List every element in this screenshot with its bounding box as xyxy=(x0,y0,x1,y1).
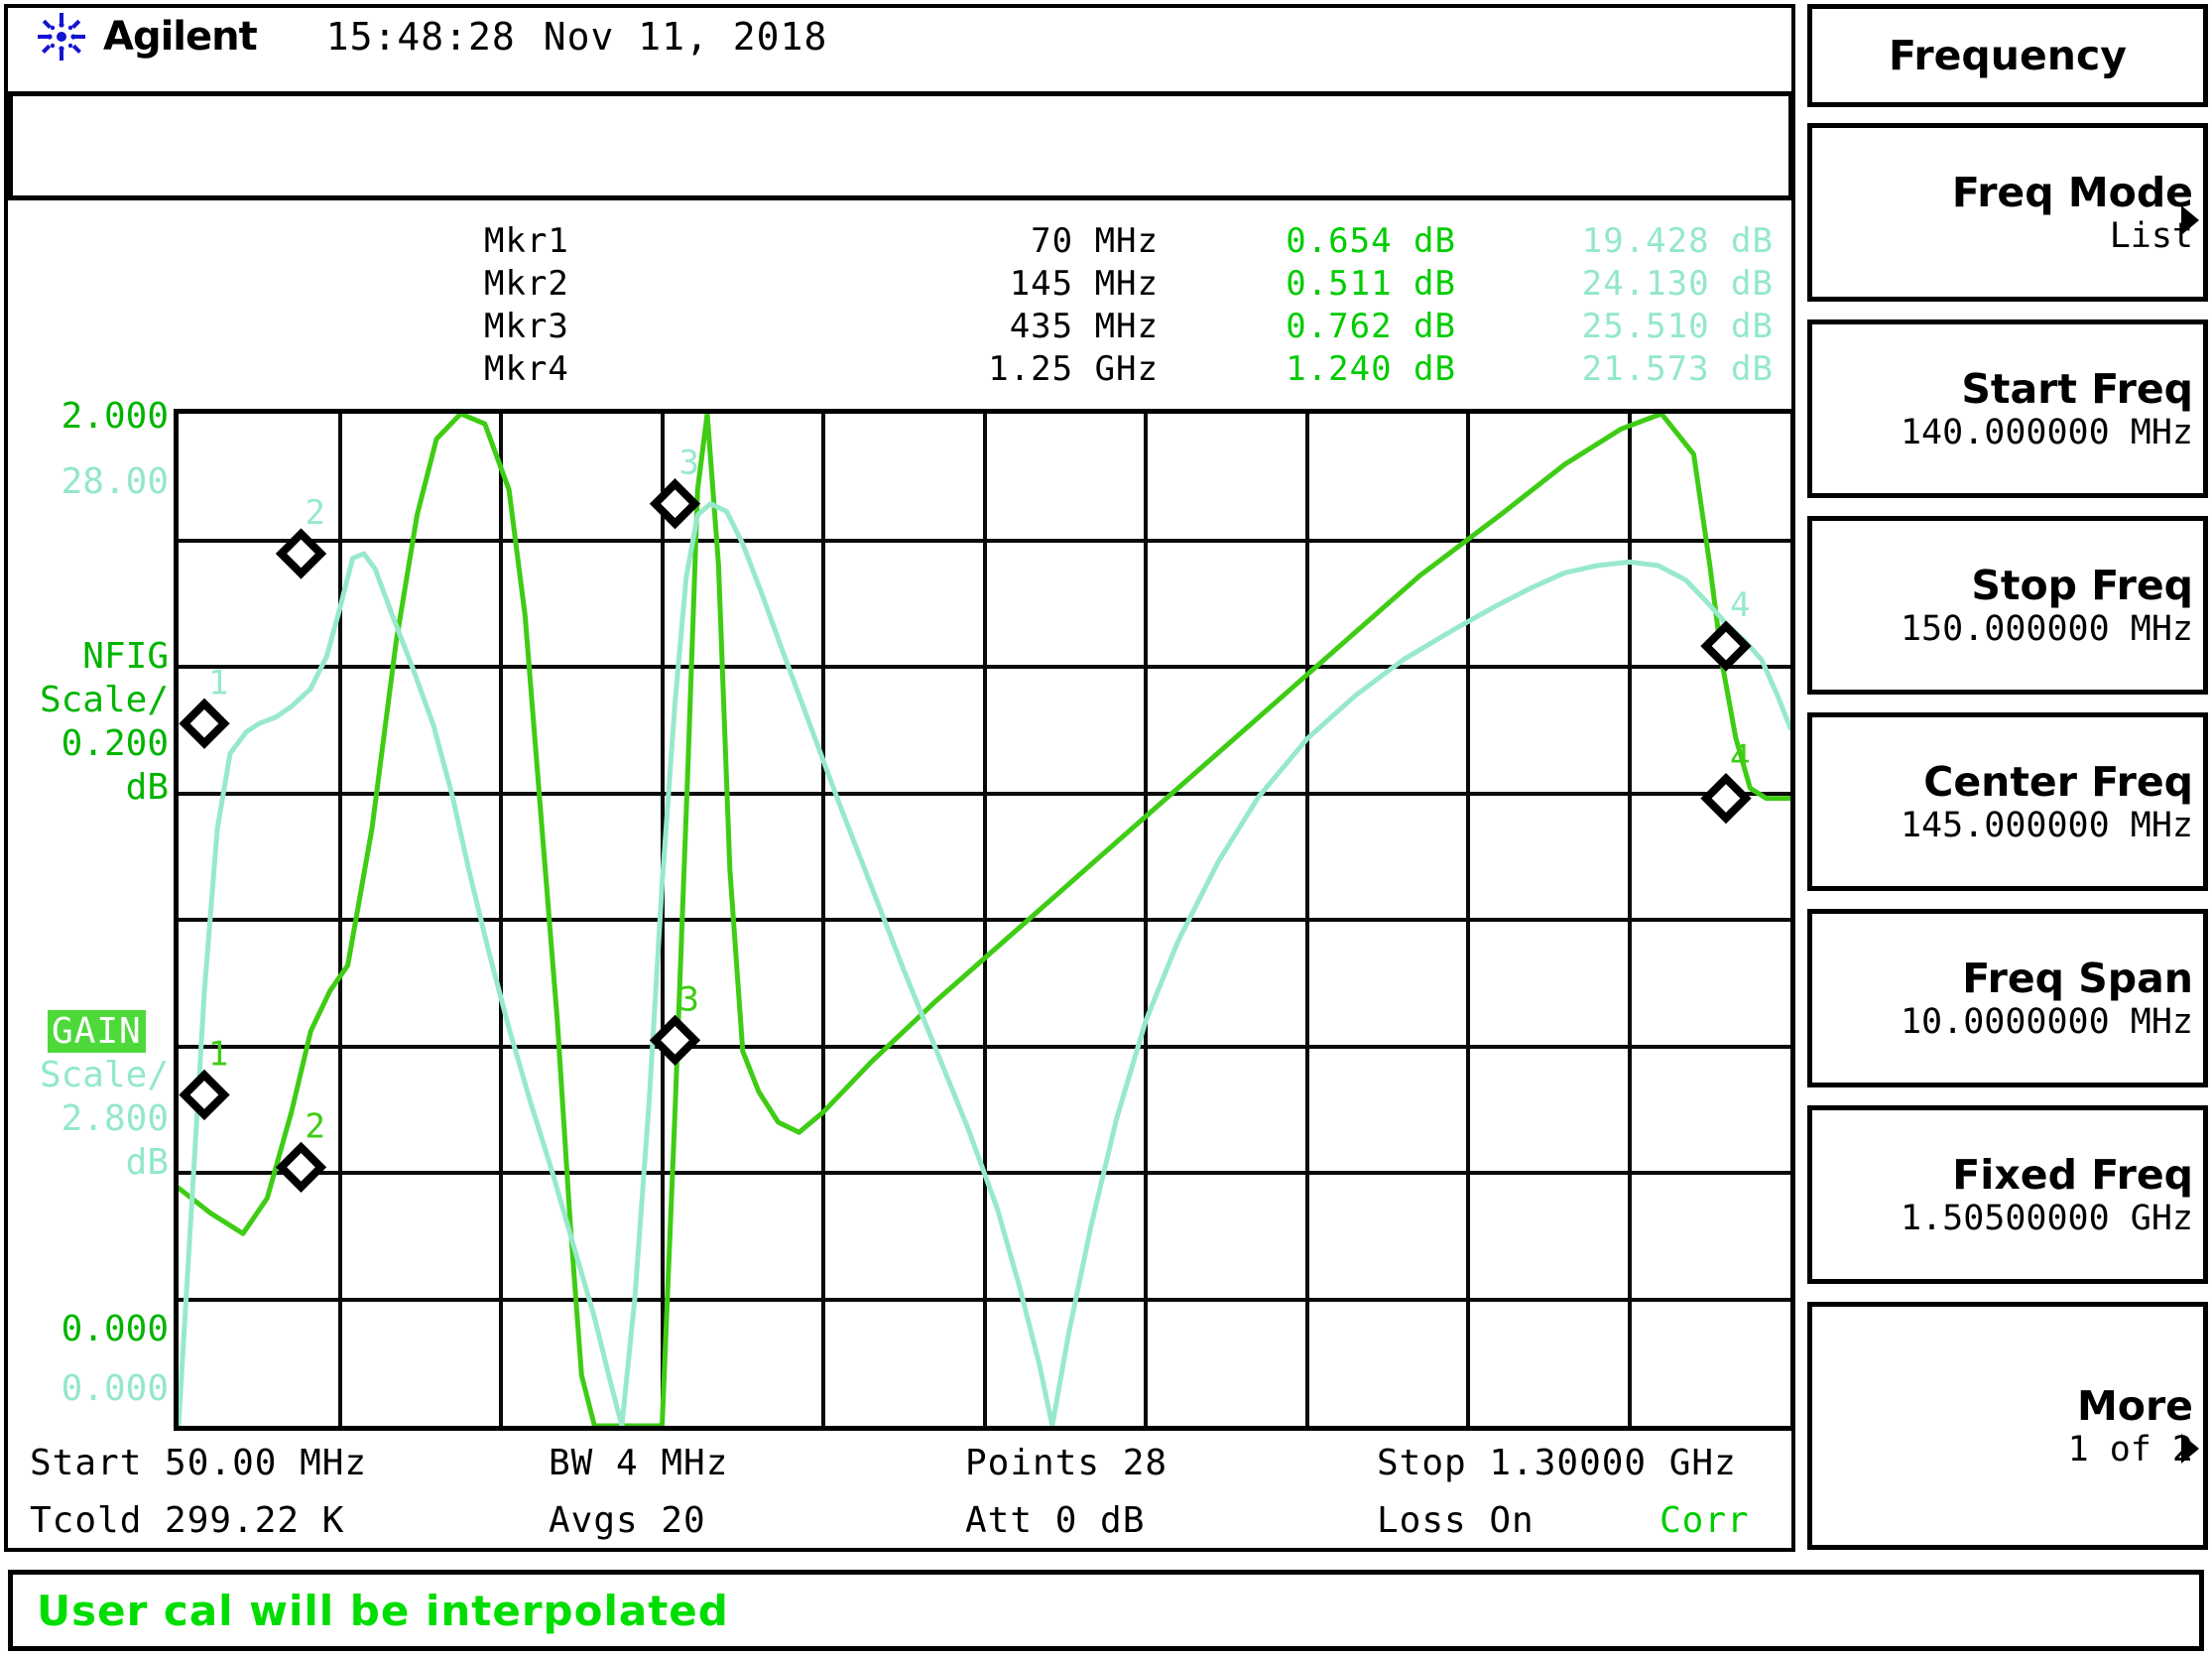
marker-name: Mkr1 xyxy=(484,221,569,261)
marker-label-gain-3: 3 xyxy=(679,444,699,483)
nf-scale-value: 0.200 xyxy=(61,723,169,764)
date-label: Nov 11, 2018 xyxy=(543,15,828,59)
title-entry-box xyxy=(8,91,1793,200)
softkey-label: Start Freq xyxy=(1961,365,2193,413)
status-message: User cal will be interpolated xyxy=(37,1586,729,1635)
softkey-title-label: Frequency xyxy=(1889,32,2127,79)
softkey-label: Fixed Freq xyxy=(1952,1151,2193,1199)
marker-label-gain-1: 1 xyxy=(208,663,228,702)
softkey-value: 150.000000 MHz xyxy=(1900,609,2193,649)
status-stop: Stop 1.30000 GHz xyxy=(1377,1443,1737,1483)
status-points: Points 28 xyxy=(965,1443,1168,1483)
brand-label: Agilent xyxy=(103,14,258,60)
marker-gain: 25.510 dB xyxy=(1581,307,1774,346)
agilent-starburst-icon xyxy=(36,11,87,63)
plot-canvas: 1 2 3 4 1 2 3 4 xyxy=(179,414,1790,1426)
softkey-label: Stop Freq xyxy=(1971,562,2193,609)
gain-scale-label: Scale/ xyxy=(39,1055,169,1095)
marker-label-nfig-3: 3 xyxy=(679,979,699,1019)
marker-label-nfig-2: 2 xyxy=(306,1106,325,1146)
table-row: Mkr2 145 MHz 0.511 dB 24.130 dB xyxy=(8,263,1793,306)
softkey-center-freq[interactable]: Center Freq 145.000000 MHz xyxy=(1807,712,2208,891)
marker-freq: 145 MHz xyxy=(1009,264,1159,304)
softkey-panel: Frequency Freq Mode List Start Freq 140.… xyxy=(1807,4,2208,1552)
title-bar: Agilent 15:48:28 Nov 11, 2018 xyxy=(8,6,1791,67)
table-row: Mkr4 1.25 GHz 1.240 dB 21.573 dB xyxy=(8,348,1793,391)
marker-diamond-nfig-3 xyxy=(649,1014,701,1067)
status-tcold: Tcold 299.22 K xyxy=(30,1500,345,1541)
marker-diamond-nfig-1 xyxy=(179,1069,230,1121)
gain-axis-bottom-value: 0.000 xyxy=(61,1368,169,1409)
marker-nf: 1.240 dB xyxy=(1286,349,1456,389)
marker-table: Mkr1 70 MHz 0.654 dB 19.428 dB Mkr2 145 … xyxy=(8,220,1793,394)
softkey-more[interactable]: More 1 of 2 xyxy=(1807,1302,2208,1550)
softkey-value: 140.000000 MHz xyxy=(1900,413,2193,452)
nf-axis-bottom-value: 0.000 xyxy=(61,1309,169,1349)
softkey-value: 1.50500000 GHz xyxy=(1900,1199,2193,1238)
softkey-fixed-freq[interactable]: Fixed Freq 1.50500000 GHz xyxy=(1807,1105,2208,1284)
marker-name: Mkr2 xyxy=(484,264,569,304)
status-att: Att 0 dB xyxy=(965,1500,1146,1541)
trace-gain xyxy=(179,501,1790,1426)
table-row: Mkr1 70 MHz 0.654 dB 19.428 dB xyxy=(8,220,1793,263)
softkey-value: 145.000000 MHz xyxy=(1900,806,2193,845)
nf-axis-title: NFIG xyxy=(82,636,169,677)
marker-label-nfig-1: 1 xyxy=(208,1034,228,1074)
marker-name: Mkr3 xyxy=(484,307,569,346)
marker-nf: 0.654 dB xyxy=(1286,221,1456,261)
chevron-right-icon xyxy=(2181,205,2199,235)
softkey-value: 1 of 2 xyxy=(2067,1430,2193,1469)
marker-name: Mkr4 xyxy=(484,349,569,389)
marker-label-gain-2: 2 xyxy=(306,493,325,533)
marker-nf: 0.762 dB xyxy=(1286,307,1456,346)
softkey-label: More xyxy=(2077,1382,2193,1430)
nf-scale-label: Scale/ xyxy=(39,680,169,720)
marker-gain: 24.130 dB xyxy=(1581,264,1774,304)
marker-label-gain-4: 4 xyxy=(1730,585,1750,625)
softkey-value: List xyxy=(2109,216,2193,256)
status-loss: Loss On xyxy=(1377,1500,1535,1541)
softkey-label: Freq Mode xyxy=(1951,169,2193,216)
marker-gain: 21.573 dB xyxy=(1581,349,1774,389)
table-row: Mkr3 435 MHz 0.762 dB 25.510 dB xyxy=(8,306,1793,348)
marker-diamond-gain-4 xyxy=(1700,620,1752,672)
softkey-freq-mode[interactable]: Freq Mode List xyxy=(1807,123,2208,302)
marker-freq: 435 MHz xyxy=(1009,307,1159,346)
marker-diamond-nfig-4 xyxy=(1700,772,1752,825)
nf-axis-top-value: 2.000 xyxy=(61,396,169,437)
softkey-value: 10.0000000 MHz xyxy=(1900,1002,2193,1042)
gain-scale-unit: dB xyxy=(125,1142,169,1183)
status-bw: BW 4 MHz xyxy=(549,1443,729,1483)
marker-diamond-gain-3 xyxy=(649,478,701,530)
marker-gain: 19.428 dB xyxy=(1581,221,1774,261)
marker-label-nfig-4: 4 xyxy=(1730,738,1750,778)
softkey-start-freq[interactable]: Start Freq 140.000000 MHz xyxy=(1807,319,2208,498)
marker-nf: 0.511 dB xyxy=(1286,264,1456,304)
softkey-freq-span[interactable]: Freq Span 10.0000000 MHz xyxy=(1807,909,2208,1087)
status-corr: Corr xyxy=(1659,1500,1750,1541)
marker-diamond-gain-2 xyxy=(275,528,327,579)
gain-axis-title: GAIN xyxy=(48,1010,146,1053)
status-avgs: Avgs 20 xyxy=(549,1500,706,1541)
softkey-label: Freq Span xyxy=(1962,955,2193,1002)
status-start: Start 50.00 MHz xyxy=(30,1443,368,1483)
marker-freq: 70 MHz xyxy=(1031,221,1159,261)
status-bar: Start 50.00 MHz BW 4 MHz Points 28 Stop … xyxy=(8,1441,1793,1552)
trace-graph[interactable]: 1 2 3 4 1 2 3 4 xyxy=(174,409,1795,1431)
softkey-label: Center Freq xyxy=(1923,758,2193,806)
marker-diamond-nfig-2 xyxy=(275,1141,327,1194)
gain-scale-value: 2.800 xyxy=(61,1098,169,1139)
trace-nfig xyxy=(179,414,1790,1426)
softkey-stop-freq[interactable]: Stop Freq 150.000000 MHz xyxy=(1807,516,2208,695)
gain-axis-top-value: 28.00 xyxy=(61,461,169,502)
marker-freq: 1.25 GHz xyxy=(988,349,1159,389)
message-bar: User cal will be interpolated xyxy=(8,1570,2204,1651)
marker-diamond-gain-1 xyxy=(179,698,230,749)
clock-label: 15:48:28 xyxy=(325,15,516,59)
nf-scale-unit: dB xyxy=(125,767,169,808)
softkey-menu-title: Frequency xyxy=(1807,4,2208,107)
chevron-right-icon xyxy=(2181,1434,2199,1464)
